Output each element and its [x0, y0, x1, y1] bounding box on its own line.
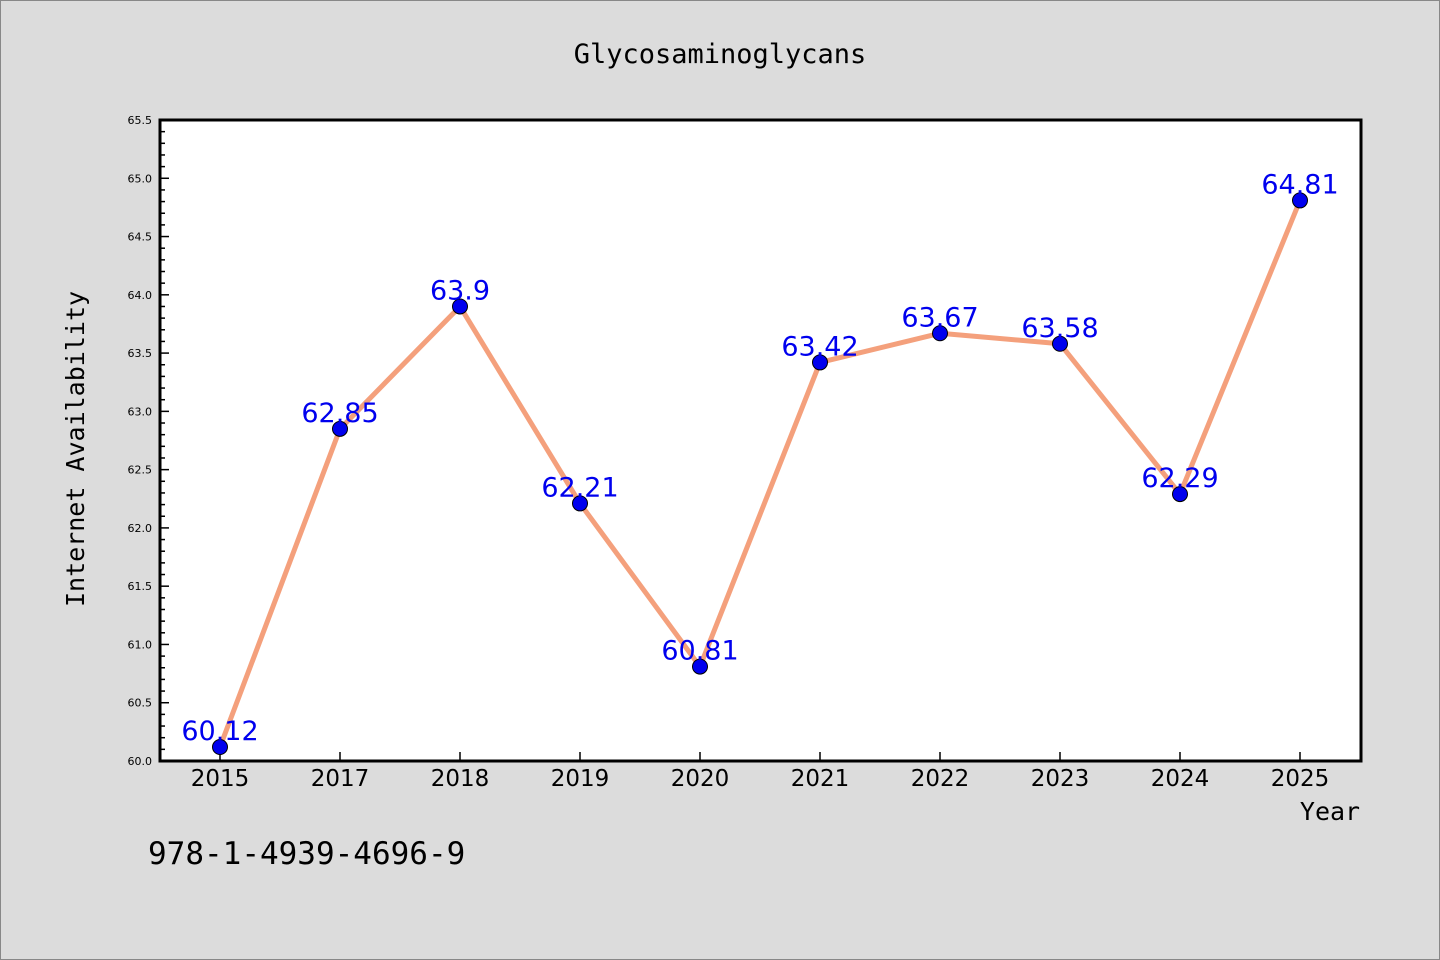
x-tick-label: 2024	[1151, 766, 1210, 792]
x-axis: 2015 2017 2018 2019 2020 2021 2022 2023 2024 2025	[191, 752, 1330, 792]
data-label: 62.85	[301, 398, 378, 429]
y-tick-label: 65.0	[128, 172, 153, 185]
y-tick-label: 62.5	[128, 464, 153, 477]
y-tick-label: 62.0	[128, 522, 153, 535]
x-tick-label: 2025	[1271, 766, 1330, 792]
data-point	[1172, 486, 1188, 503]
data-label: 62.29	[1141, 463, 1218, 494]
data-label: 62.21	[541, 472, 618, 503]
y-tick-label: 64.0	[128, 289, 153, 302]
x-tick-label: 2015	[191, 766, 250, 792]
data-point	[332, 420, 348, 437]
data-point	[932, 325, 948, 342]
x-tick-label: 2017	[311, 766, 370, 792]
data-point	[452, 298, 468, 315]
data-labels: 60.12 62.85 63.9 62.21 60.81 63.42 63.67 63.58 6…	[181, 169, 1338, 747]
data-markers	[212, 192, 1308, 756]
data-label: 63.67	[901, 302, 978, 333]
data-label: 60.81	[661, 636, 738, 667]
y-axis-label: Internet Availability	[61, 291, 90, 607]
data-label: 63.42	[781, 331, 858, 362]
data-point	[692, 658, 708, 675]
x-tick-label: 2021	[791, 766, 850, 792]
x-axis-label: Year	[1300, 797, 1360, 826]
data-point	[1052, 335, 1068, 352]
y-tick-label: 61.5	[128, 580, 153, 593]
x-tick-label: 2018	[431, 766, 490, 792]
y-tick-label: 65.5	[128, 114, 153, 127]
y-tick-label: 61.0	[128, 638, 153, 651]
isbn-annotation: 978-1-4939-4696-9	[148, 836, 465, 872]
data-label: 63.9	[430, 275, 490, 306]
y-tick-label: 60.0	[128, 755, 153, 768]
y-tick-label: 63.0	[128, 405, 153, 418]
chart-title: Glycosaminoglycans	[574, 39, 867, 70]
data-point	[572, 495, 588, 512]
y-tick-label: 63.5	[128, 347, 153, 360]
y-tick-label: 64.5	[128, 231, 153, 244]
data-label: 64.81	[1261, 169, 1338, 200]
x-tick-label: 2022	[911, 766, 970, 792]
data-point	[812, 354, 828, 371]
data-point	[212, 739, 228, 756]
x-tick-label: 2023	[1031, 766, 1090, 792]
data-label: 60.12	[181, 716, 258, 747]
plot-frame	[158, 118, 1363, 763]
x-tick-label: 2020	[671, 766, 730, 792]
data-label: 63.58	[1021, 313, 1098, 344]
plot-area	[160, 120, 1361, 761]
x-tick-label: 2019	[551, 766, 610, 792]
series-line	[217, 199, 1303, 748]
data-point	[1292, 192, 1308, 209]
y-tick-label: 60.5	[128, 697, 153, 710]
